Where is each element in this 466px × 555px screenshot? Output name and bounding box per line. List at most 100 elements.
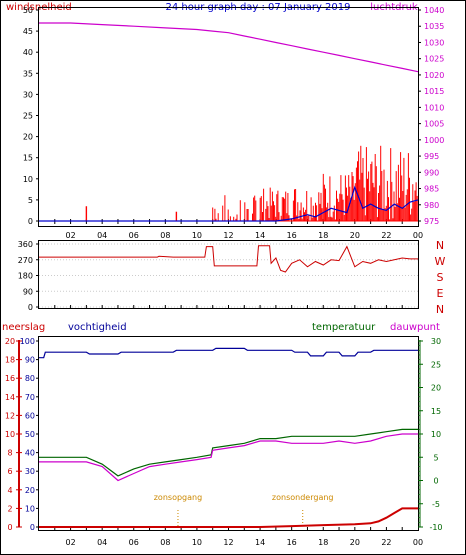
- pressure-y-tick-label: 1030: [424, 38, 444, 47]
- direction-y-tick-label: 0: [28, 303, 33, 312]
- climate-x-tick-label: 10: [192, 538, 202, 547]
- compass-label: N: [436, 239, 444, 252]
- direction-y-tick-label: 180: [18, 272, 33, 281]
- direction-y-tick-label: 90: [23, 287, 33, 296]
- humidity-y-tick-label: 90: [25, 356, 35, 365]
- wind-y-tick-label: 30: [23, 90, 33, 99]
- pressure-y-tick-label: 1010: [424, 103, 444, 112]
- humidity-y-tick-label: 30: [25, 467, 35, 476]
- rain-y-tick-label: 0: [7, 523, 12, 532]
- climate-x-tick-label: 22: [381, 538, 391, 547]
- pressure-y-tick-label: 1015: [424, 87, 444, 96]
- wind-y-tick-label: 50: [23, 6, 33, 15]
- temperature-axis-title: temperatuur: [312, 322, 376, 333]
- temperature-y-tick-label: 30: [431, 337, 441, 346]
- humidity-y-tick-label: 10: [25, 504, 35, 513]
- wind-x-tick-label: 12: [223, 231, 233, 240]
- sunrise-label: zonsopgang: [154, 493, 202, 502]
- compass-label: S: [437, 271, 444, 284]
- climate-x-tick-label: 02: [65, 538, 75, 547]
- humidity-y-tick-label: 70: [25, 393, 35, 402]
- humidity-y-tick-label: 0: [30, 523, 35, 532]
- wind-y-tick-label: 0: [28, 217, 33, 226]
- humidity-y-tick-label: 50: [25, 430, 35, 439]
- pressure-y-tick-label: 995: [424, 152, 439, 161]
- pressure-y-tick-label: 1040: [424, 6, 444, 15]
- pressure-series-line: [39, 22, 419, 73]
- humidity-axis-title: vochtigheid: [68, 322, 127, 333]
- wind-x-tick-label: 22: [381, 231, 391, 240]
- rain-y-tick-label: 12: [5, 411, 15, 420]
- panel-wind-frame: [38, 7, 419, 227]
- wind-y-tick-label: 5: [28, 196, 33, 205]
- rain-y-tick-label: 2: [7, 504, 12, 513]
- wind-x-tick-label: 08: [160, 231, 170, 240]
- wind-y-tick-label: 15: [23, 154, 33, 163]
- climate-x-tick-label: 00: [413, 538, 423, 547]
- humidity-series-line: [39, 347, 418, 359]
- climate-x-tick-label: 12: [223, 538, 233, 547]
- climate-x-tick-label: 20: [350, 538, 360, 547]
- climate-x-tick-label: 08: [160, 538, 170, 547]
- temperature-y-tick-label: 10: [431, 430, 441, 439]
- wind-x-tick-label: 20: [350, 231, 360, 240]
- wind-y-tick-label: 20: [23, 133, 33, 142]
- rain-y-tick-label: 8: [7, 449, 12, 458]
- temperature-y-tick-label: 5: [433, 453, 438, 462]
- dewpoint-series-line: [39, 433, 418, 482]
- rain-y-tick-label: 16: [5, 374, 15, 383]
- climate-x-tick-label: 16: [287, 538, 297, 547]
- humidity-y-tick-label: 20: [25, 486, 35, 495]
- sunset-label: zonsondergang: [272, 493, 334, 502]
- panel-direction-frame: [38, 240, 419, 309]
- rain-series-line: [39, 507, 418, 528]
- wind-y-tick-label: 10: [23, 175, 33, 184]
- climate-x-tick-label: 18: [318, 538, 328, 547]
- direction-y-tick-label: 270: [18, 256, 33, 265]
- wind-x-tick-label: 04: [97, 231, 107, 240]
- pressure-y-tick-label: 1035: [424, 22, 444, 31]
- wind-x-tick-label: 14: [255, 231, 265, 240]
- pressure-y-tick-label: 1005: [424, 120, 444, 129]
- rain-y-tick-label: 4: [7, 486, 12, 495]
- rain-y-tick-label: 14: [5, 393, 15, 402]
- rain-y-tick-label: 10: [5, 430, 15, 439]
- humidity-y-tick-label: 60: [25, 411, 35, 420]
- wind-x-tick-label: 06: [129, 231, 139, 240]
- humidity-y-tick-label: 40: [25, 449, 35, 458]
- humidity-y-tick-label: 100: [20, 337, 35, 346]
- pressure-y-tick-label: 990: [424, 168, 439, 177]
- wind-y-tick-label: 45: [23, 27, 33, 36]
- rain-y-tick-label: 18: [5, 356, 15, 365]
- wind-y-tick-label: 40: [23, 48, 33, 57]
- climate-x-tick-label: 14: [255, 538, 265, 547]
- wind-x-tick-label: 02: [65, 231, 75, 240]
- rain-y-tick-label: 20: [5, 337, 15, 346]
- compass-label: W: [435, 255, 446, 268]
- temperature-y-tick-label: -10: [429, 523, 442, 532]
- rain-y-tick-label: 6: [7, 467, 12, 476]
- wind-y-tick-label: 35: [23, 69, 33, 78]
- compass-label: E: [437, 287, 444, 300]
- rain-axis-title: neerslag: [2, 322, 45, 333]
- temperature-series-line: [39, 428, 418, 477]
- chart-marks: 0510152025303540455097598098599099510001…: [5, 6, 446, 547]
- panel-climate-frame: [38, 336, 419, 531]
- direction-y-tick-label: 360: [18, 240, 33, 249]
- wind_avg-series-line: [39, 185, 419, 222]
- wind-x-tick-label: 18: [318, 231, 328, 240]
- humidity-y-tick-label: 80: [25, 374, 35, 383]
- compass-label: N: [436, 303, 444, 316]
- pressure-y-tick-label: 975: [424, 217, 439, 226]
- temperature-y-tick-label: 0: [433, 477, 438, 486]
- temperature-y-tick-label: 15: [431, 407, 441, 416]
- pressure-y-tick-label: 985: [424, 185, 439, 194]
- wind-y-tick-label: 25: [23, 112, 33, 121]
- direction-series-line: [39, 245, 418, 273]
- temperature-y-tick-label: -5: [432, 500, 440, 509]
- pressure-y-tick-label: 1025: [424, 55, 444, 64]
- temperature-y-tick-label: 25: [431, 360, 441, 369]
